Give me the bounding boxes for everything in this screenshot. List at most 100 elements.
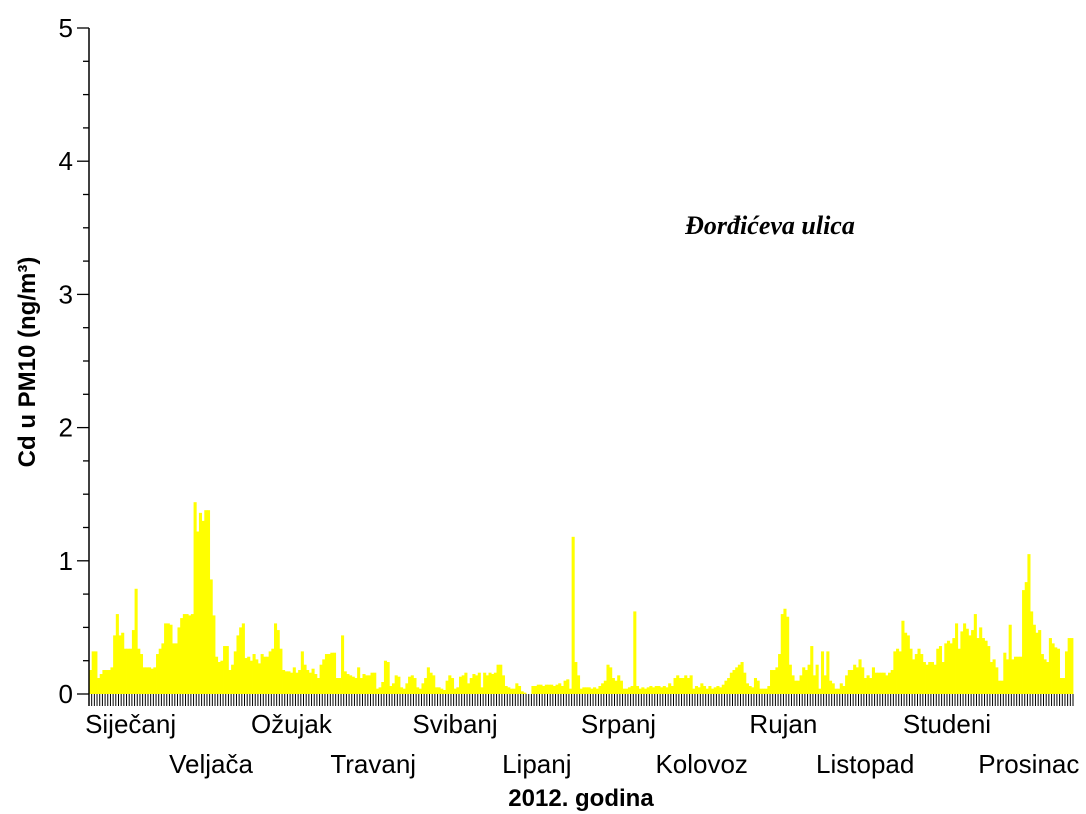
bar-day-243 xyxy=(737,664,741,694)
bar-day-276 xyxy=(826,651,830,694)
bar-day-115 xyxy=(394,675,398,694)
bar-day-333 xyxy=(979,627,983,694)
bar-day-133 xyxy=(442,690,446,694)
bar-day-348 xyxy=(1019,656,1023,694)
bar-day-99 xyxy=(351,676,355,694)
bar-day-118 xyxy=(402,688,406,694)
bar-day-311 xyxy=(920,654,924,694)
bar-day-299 xyxy=(888,672,892,694)
bar-day-183 xyxy=(576,675,581,694)
bar-day-197 xyxy=(614,680,618,694)
bar-day-361 xyxy=(1054,647,1058,694)
bar-day-347 xyxy=(1016,656,1020,694)
bar-day-22 xyxy=(145,667,149,694)
bar-day-70 xyxy=(274,623,278,694)
bar-day-192 xyxy=(601,683,605,694)
bar-day-205 xyxy=(635,686,640,694)
bar-day-158 xyxy=(509,688,514,694)
bar-day-140 xyxy=(461,675,465,694)
bar-day-37 xyxy=(185,614,189,694)
bar-day-234 xyxy=(713,687,717,694)
bar-day-101 xyxy=(357,667,361,694)
bar-day-16 xyxy=(129,648,133,694)
bar-day-190 xyxy=(595,688,599,694)
bar-day-63 xyxy=(255,659,259,694)
x-axis-month-labels: Siječanj Veljača Ožujak Travanj SvibanjLipan… xyxy=(85,709,1079,779)
bar-day-163 xyxy=(523,692,527,694)
bar-day-78 xyxy=(295,672,299,694)
bar-day-42 xyxy=(198,512,203,694)
bar-day-267 xyxy=(802,667,806,694)
bar-day-47 xyxy=(212,615,216,694)
bar-day-331 xyxy=(973,614,977,694)
bar-day-303 xyxy=(898,651,902,694)
bar-day-362 xyxy=(1056,648,1060,694)
bar-day-295 xyxy=(877,672,881,694)
bar-day-123 xyxy=(416,687,420,694)
bar-day-135 xyxy=(448,675,452,694)
bar-day-87 xyxy=(319,664,323,694)
bar-day-137 xyxy=(453,688,457,694)
bar-day-365 xyxy=(1064,651,1069,694)
bar-day-10 xyxy=(113,635,117,694)
bar-day-111 xyxy=(383,660,388,694)
bar-day-9 xyxy=(110,667,114,694)
bar-day-178 xyxy=(563,680,567,694)
bar-day-317 xyxy=(936,648,940,694)
bar-day-324 xyxy=(955,623,959,694)
bar-day-151 xyxy=(491,674,495,694)
bar-day-77 xyxy=(292,667,296,694)
bar-day-367 xyxy=(1070,638,1074,694)
bar-day-103 xyxy=(362,674,366,694)
bar-day-143 xyxy=(469,678,473,694)
bar-day-277 xyxy=(829,680,833,694)
month-label-rujan: Rujan xyxy=(749,709,817,739)
bar-day-323 xyxy=(952,638,956,694)
bar-day-352 xyxy=(1030,611,1034,694)
bar-day-17 xyxy=(131,630,135,694)
bar-day-226 xyxy=(692,688,696,694)
bar-day-193 xyxy=(603,680,607,694)
bar-day-353 xyxy=(1032,624,1036,694)
bar-day-338 xyxy=(992,659,996,694)
bar-day-176 xyxy=(558,683,562,694)
bar-day-290 xyxy=(863,678,867,694)
bar-day-92 xyxy=(332,652,337,694)
bar-day-345 xyxy=(1011,659,1015,694)
bar-day-321 xyxy=(946,640,951,694)
bar-day-351 xyxy=(1027,554,1031,694)
bar-day-222 xyxy=(681,678,685,694)
bar-day-264 xyxy=(794,680,798,694)
bar-day-90 xyxy=(327,654,331,694)
bar-day-125 xyxy=(421,683,425,694)
bar-day-173 xyxy=(550,684,554,694)
bar-day-231 xyxy=(705,688,709,694)
bar-day-357 xyxy=(1043,659,1047,694)
month-label-kolovoz: Kolovoz xyxy=(655,749,748,779)
y-tick-label: 4 xyxy=(59,146,73,176)
bar-day-117 xyxy=(400,687,404,694)
bar-day-312 xyxy=(922,662,926,694)
bar-day-187 xyxy=(587,687,591,694)
y-tick-label: 3 xyxy=(59,279,73,309)
bar-day-3 xyxy=(94,651,98,694)
month-label-studeni: Studeni xyxy=(903,709,991,739)
bar-day-51 xyxy=(223,646,227,694)
bar-day-213 xyxy=(657,686,661,694)
bar-day-261 xyxy=(786,616,790,694)
bar-day-279 xyxy=(834,688,838,694)
y-tick-label: 0 xyxy=(59,679,73,709)
bar-day-1 xyxy=(89,670,93,694)
bar-day-270 xyxy=(810,646,814,694)
bar-day-332 xyxy=(976,638,980,694)
bar-day-298 xyxy=(885,675,889,694)
bar-day-293 xyxy=(871,667,875,694)
bar-day-366 xyxy=(1067,638,1071,694)
bar-day-326 xyxy=(960,631,964,694)
bar-day-170 xyxy=(542,686,546,694)
bar-day-203 xyxy=(630,686,634,694)
bar-day-106 xyxy=(370,672,374,694)
bar-day-350 xyxy=(1024,582,1028,694)
bar-day-159 xyxy=(512,688,516,694)
bar-day-53 xyxy=(228,670,232,694)
